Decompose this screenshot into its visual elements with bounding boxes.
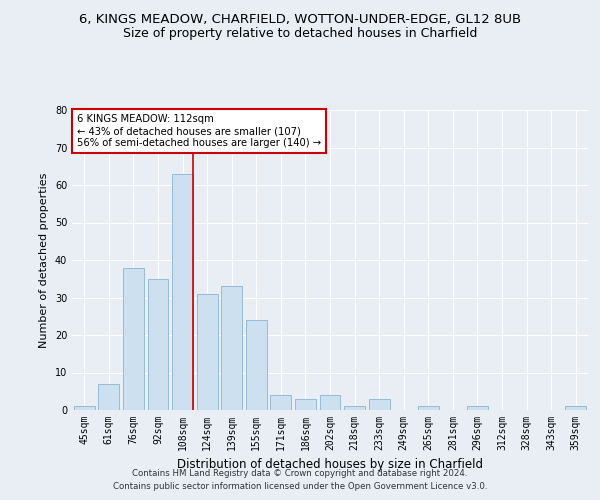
Bar xyxy=(467,406,488,410)
Bar xyxy=(271,395,292,410)
Bar xyxy=(368,399,389,410)
Text: Contains HM Land Registry data © Crown copyright and database right 2024.: Contains HM Land Registry data © Crown c… xyxy=(132,468,468,477)
Y-axis label: Number of detached properties: Number of detached properties xyxy=(39,172,49,348)
Text: Size of property relative to detached houses in Charfield: Size of property relative to detached ho… xyxy=(123,28,477,40)
Bar xyxy=(418,406,439,410)
Bar xyxy=(123,268,144,410)
X-axis label: Distribution of detached houses by size in Charfield: Distribution of detached houses by size … xyxy=(177,458,483,471)
Bar xyxy=(172,174,193,410)
Bar xyxy=(221,286,242,410)
Bar xyxy=(295,399,316,410)
Text: 6, KINGS MEADOW, CHARFIELD, WOTTON-UNDER-EDGE, GL12 8UB: 6, KINGS MEADOW, CHARFIELD, WOTTON-UNDER… xyxy=(79,12,521,26)
Bar xyxy=(246,320,267,410)
Bar xyxy=(148,279,169,410)
Text: Contains public sector information licensed under the Open Government Licence v3: Contains public sector information licen… xyxy=(113,482,487,491)
Bar xyxy=(565,406,586,410)
Bar xyxy=(197,294,218,410)
Bar xyxy=(344,406,365,410)
Bar xyxy=(320,395,340,410)
Bar xyxy=(74,406,95,410)
Text: 6 KINGS MEADOW: 112sqm
← 43% of detached houses are smaller (107)
56% of semi-de: 6 KINGS MEADOW: 112sqm ← 43% of detached… xyxy=(77,114,321,148)
Bar xyxy=(98,384,119,410)
